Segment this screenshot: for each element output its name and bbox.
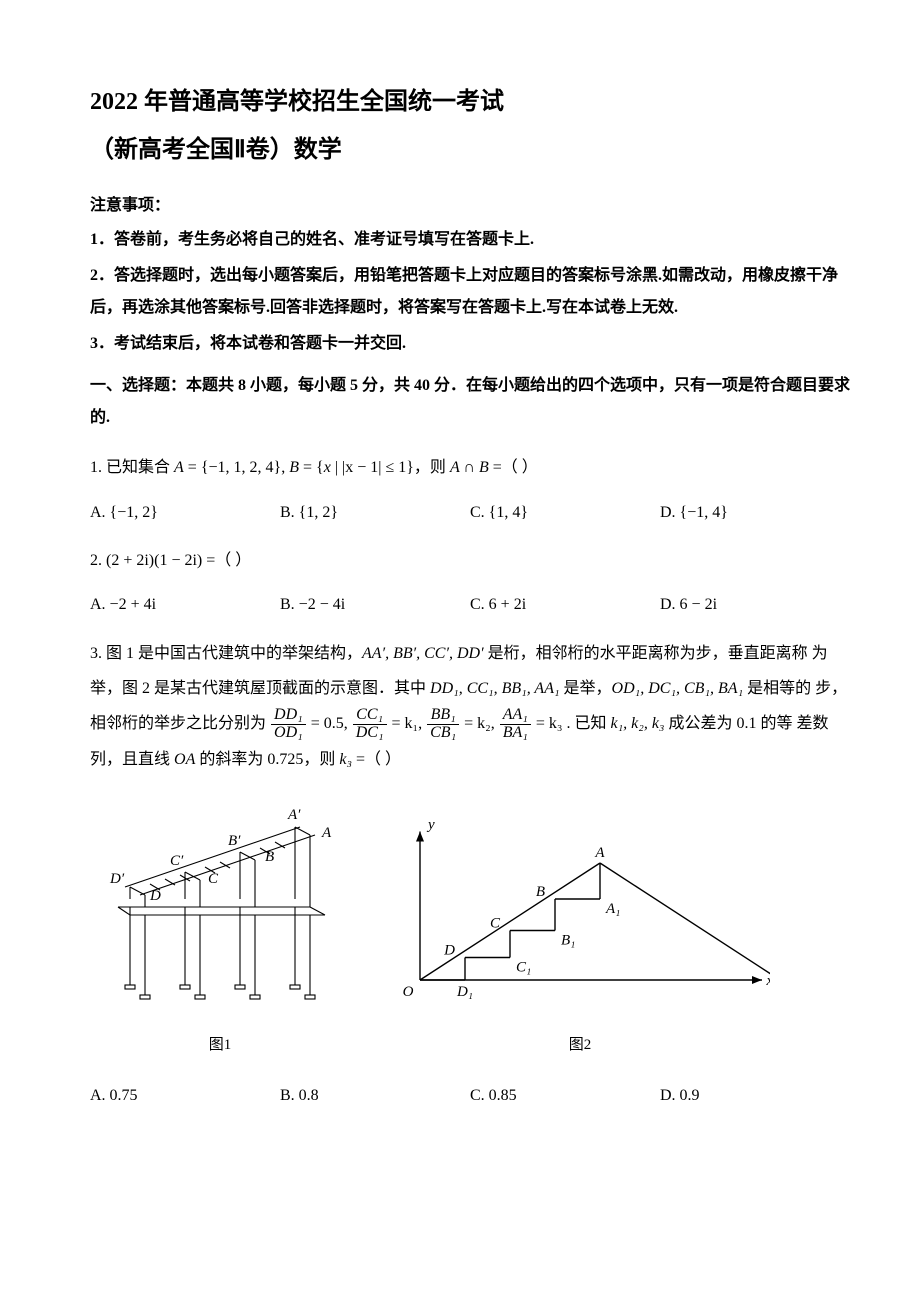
svg-text:A: A: [594, 845, 605, 861]
svg-text:D₁: D₁: [456, 984, 473, 1000]
instruction-item-2: 2．答选择题时，选出每小题答案后，用铅笔把答题卡上对应题目的答案标号涂黑.如需改…: [90, 260, 850, 324]
q3-p2-vars2: OD₁, DC₁, CB₁, BA₁: [612, 680, 744, 697]
q1-expr: A ∩ B: [450, 459, 489, 476]
q3-stem: 3. 图 1 是中国古代建筑中的举架结构，AA′, BB′, CC′, DD′ …: [90, 636, 850, 777]
fig1-label-Dp: D′: [109, 871, 125, 887]
q3-ratio3-val: = k₂,: [464, 715, 495, 732]
q3-p1-vars: AA′, BB′, CC′, DD′: [362, 645, 484, 662]
svg-text:O: O: [403, 984, 414, 1000]
q3-option-a: A. 0.75: [90, 1081, 280, 1111]
q3-ratio2: CC₁DC₁: [353, 707, 387, 742]
fig1-label-B: B: [265, 849, 274, 865]
q1-A-lhs: A: [174, 459, 184, 476]
instructions-heading: 注意事项：: [90, 191, 850, 221]
q3-ratio2-den: DC₁: [356, 724, 384, 741]
q3-ratio4-den: BA₁: [503, 724, 528, 741]
q1-option-d: D. {−1, 4}: [660, 498, 850, 528]
fig1-label-Ap: A′: [287, 807, 301, 823]
svg-text:x: x: [766, 973, 771, 989]
q1-tail: ，则: [414, 459, 450, 476]
q2-prefix: 2.: [90, 552, 106, 569]
q3-p3-ks: k₁, k₂, k₃: [610, 715, 664, 732]
svg-text:B₁: B₁: [561, 933, 575, 949]
q1-B-cond: |x − 1| ≤ 1: [342, 459, 406, 476]
instruction-item-3: 3．考试结束后，将本试卷和答题卡一并交回.: [90, 328, 850, 360]
q2-stem: 2. (2 + 2i)(1 − 2i) =（ ）: [90, 543, 850, 578]
q1-equals: =（ ）: [489, 459, 538, 476]
fig1-label-Cp: C′: [170, 853, 184, 869]
q3-p3-c: 成公差为 0.1 的等: [664, 715, 792, 732]
q3-fig2-caption: 图2: [390, 1032, 770, 1060]
svg-text:B: B: [536, 884, 545, 900]
q2-expr: (2 + 2i)(1 − 2i): [106, 552, 202, 569]
q3-p4-k3: k₃: [339, 751, 352, 768]
section-1-heading: 一、选择题：本题共 8 小题，每小题 5 分，共 40 分．在每小题给出的四个选…: [90, 370, 850, 434]
q3-p4-b: 的斜率为 0.725，则: [195, 751, 339, 768]
q2-equals: =（ ）: [202, 552, 251, 569]
q3-ratio2-num: CC₁: [356, 706, 383, 723]
q3-p2-c: 是相等的: [743, 680, 811, 697]
q2-options: A. −2 + 4i B. −2 − 4i C. 6 + 2i D. 6 − 2…: [90, 590, 850, 620]
q3-p2-vars1: DD₁, CC₁, BB₁, AA₁: [430, 680, 560, 697]
q2-option-d: D. 6 − 2i: [660, 590, 850, 620]
q3-ratio2-val: = k₁,: [392, 715, 423, 732]
fig1-label-A: A: [321, 825, 332, 841]
q1-B-var: x: [324, 459, 331, 476]
q3-ratio4-num: AA₁: [503, 706, 528, 723]
q3-ratio1-den: OD₁: [274, 724, 303, 741]
q3-p4-c: =（ ）: [352, 751, 401, 768]
q3-ratio3: BB₁CB₁: [427, 707, 459, 742]
fig1-label-C: C: [208, 871, 219, 887]
q1-prefix: 1. 已知集合: [90, 459, 174, 476]
page-subtitle: （新高考全国Ⅱ卷）数学: [90, 128, 850, 172]
q3-ratio4-val: = k₃ .: [536, 715, 571, 732]
q3-fig1-caption: 图1: [90, 1032, 350, 1060]
svg-text:A₁: A₁: [605, 901, 620, 917]
q3-p4-OA: OA: [174, 751, 195, 768]
q3-option-d: D. 0.9: [660, 1081, 850, 1111]
svg-text:C₁: C₁: [516, 960, 531, 976]
q3-p1-b: 是桁，相邻桁的水平距离称为步，垂直距离称: [484, 645, 808, 662]
q2-option-b: B. −2 − 4i: [280, 590, 470, 620]
q1-B-lhs: B: [289, 459, 299, 476]
instruction-item-1: 1．答卷前，考生务必将自己的姓名、准考证号填写在答题卡上.: [90, 224, 850, 256]
q2-option-c: C. 6 + 2i: [470, 590, 660, 620]
q3-figures: A A′ B B′ C C′ D D′ 图1 x y O D₁ D C₁ C B₁ B A₁ A 图…: [90, 795, 850, 1059]
q3-fig2-box: x y O D₁ D C₁ C B₁ B A₁ A 图2: [390, 795, 770, 1059]
q3-ratio1-num: DD₁: [274, 706, 303, 723]
q3-option-c: C. 0.85: [470, 1081, 660, 1111]
q1-option-a: A. {−1, 2}: [90, 498, 280, 528]
q1-A-rhs: {−1, 1, 2, 4}: [201, 459, 281, 476]
q3-p2-b: 是举，: [560, 680, 612, 697]
q3-p3-b: 已知: [574, 715, 610, 732]
q3-ratio4: AA₁BA₁: [500, 707, 531, 742]
page-title: 2022 年普通高等学校招生全国统一考试: [90, 80, 850, 124]
q3-option-b: B. 0.8: [280, 1081, 470, 1111]
q1-option-b: B. {1, 2}: [280, 498, 470, 528]
q2-option-a: A. −2 + 4i: [90, 590, 280, 620]
svg-text:C: C: [490, 916, 501, 932]
q3-ratio3-den: CB₁: [430, 724, 456, 741]
q3-ratio3-num: BB₁: [431, 706, 456, 723]
svg-text:D: D: [443, 943, 455, 959]
q3-fig1-box: A A′ B B′ C C′ D D′ 图1: [90, 795, 350, 1059]
q1-stem: 1. 已知集合 A = {−1, 1, 2, 4}, B = {x | |x −…: [90, 450, 850, 485]
q3-ratio1: DD₁OD₁: [271, 707, 306, 742]
q1-option-c: C. {1, 4}: [470, 498, 660, 528]
q3-fig1-svg: A A′ B B′ C C′ D D′: [90, 795, 350, 1015]
q1-options: A. {−1, 2} B. {1, 2} C. {1, 4} D. {−1, 4…: [90, 498, 850, 528]
q3-options: A. 0.75 B. 0.8 C. 0.85 D. 0.9: [90, 1081, 850, 1111]
fig1-label-Bp: B′: [228, 833, 241, 849]
fig1-label-D: D: [149, 888, 161, 904]
q3-p1-a: 3. 图 1 是中国古代建筑中的举架结构，: [90, 645, 362, 662]
q3-ratio1-val: = 0.5,: [311, 715, 348, 732]
q3-fig2-svg: x y O D₁ D C₁ C B₁ B A₁ A: [390, 795, 770, 1015]
svg-text:y: y: [426, 817, 435, 833]
